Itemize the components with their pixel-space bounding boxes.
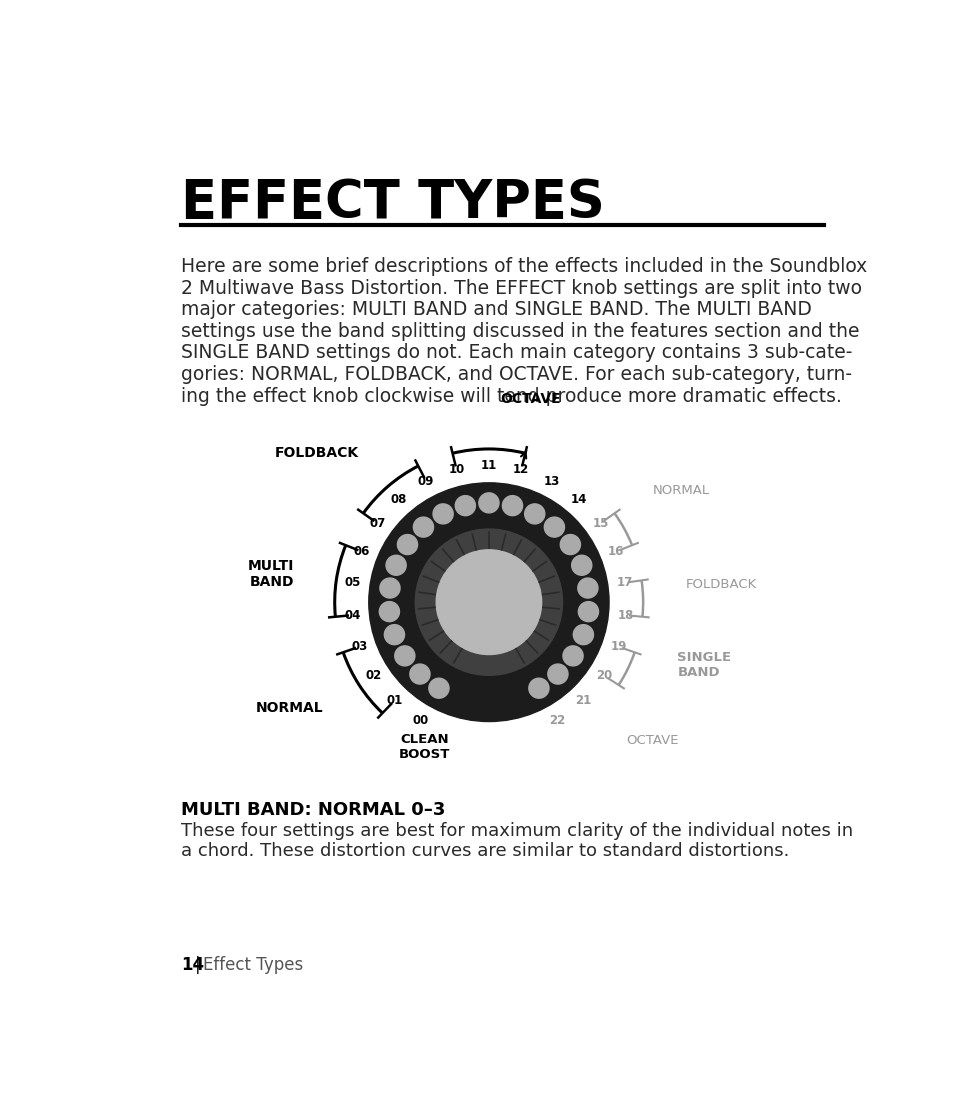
Text: NORMAL: NORMAL xyxy=(255,701,323,715)
Text: ing the effect knob clockwise will tend produce more dramatic effects.: ing the effect knob clockwise will tend … xyxy=(181,386,841,405)
Circle shape xyxy=(410,665,430,684)
Circle shape xyxy=(415,529,562,676)
Text: 2 Multiwave Bass Distortion. The EFFECT knob settings are split into two: 2 Multiwave Bass Distortion. The EFFECT … xyxy=(181,279,862,298)
Text: 15: 15 xyxy=(592,517,608,530)
Text: EFFECT TYPES: EFFECT TYPES xyxy=(181,177,604,230)
Circle shape xyxy=(413,517,433,538)
Circle shape xyxy=(379,602,399,622)
Text: 13: 13 xyxy=(543,475,559,488)
Text: |: | xyxy=(194,956,200,975)
Text: FOLDBACK: FOLDBACK xyxy=(274,446,358,459)
Text: MULTI
BAND: MULTI BAND xyxy=(248,560,294,590)
Circle shape xyxy=(502,496,522,516)
Text: 18: 18 xyxy=(617,608,633,622)
Circle shape xyxy=(571,555,591,575)
Text: MULTI BAND: NORMAL 0–3: MULTI BAND: NORMAL 0–3 xyxy=(181,800,445,819)
Circle shape xyxy=(433,503,453,524)
Text: 03: 03 xyxy=(351,640,367,654)
Circle shape xyxy=(578,602,598,622)
Text: 04: 04 xyxy=(344,608,360,622)
Text: 20: 20 xyxy=(596,669,612,682)
Text: 07: 07 xyxy=(369,517,385,530)
Text: FOLDBACK: FOLDBACK xyxy=(685,577,757,591)
Text: 11: 11 xyxy=(480,459,497,473)
Circle shape xyxy=(524,503,544,524)
Circle shape xyxy=(478,492,498,513)
Text: 14: 14 xyxy=(181,956,204,975)
Circle shape xyxy=(369,482,608,722)
Circle shape xyxy=(455,496,475,516)
Text: 00: 00 xyxy=(412,713,428,726)
Circle shape xyxy=(578,578,598,598)
Text: 12: 12 xyxy=(513,464,529,476)
Text: 17: 17 xyxy=(616,576,632,590)
Text: gories: NORMAL, FOLDBACK, and OCTAVE. For each sub-category, turn-: gories: NORMAL, FOLDBACK, and OCTAVE. Fo… xyxy=(181,365,851,384)
Text: 02: 02 xyxy=(365,669,381,682)
Circle shape xyxy=(386,555,406,575)
Text: major categories: MULTI BAND and SINGLE BAND. The MULTI BAND: major categories: MULTI BAND and SINGLE … xyxy=(181,300,811,319)
Circle shape xyxy=(573,625,593,645)
Circle shape xyxy=(559,534,579,554)
Text: Effect Types: Effect Types xyxy=(203,956,303,975)
Text: SINGLE
BAND: SINGLE BAND xyxy=(677,651,731,679)
Text: OCTAVE: OCTAVE xyxy=(625,734,678,747)
Text: 19: 19 xyxy=(610,640,626,654)
Circle shape xyxy=(562,646,582,666)
Text: 14: 14 xyxy=(570,492,586,506)
Circle shape xyxy=(436,550,541,655)
Text: 05: 05 xyxy=(345,576,361,590)
Text: 06: 06 xyxy=(353,545,370,558)
Circle shape xyxy=(397,534,417,554)
Text: SINGLE BAND settings do not. Each main category contains 3 sub-cate-: SINGLE BAND settings do not. Each main c… xyxy=(181,343,852,362)
Circle shape xyxy=(384,625,404,645)
Text: 08: 08 xyxy=(391,492,407,506)
Text: NORMAL: NORMAL xyxy=(652,485,709,498)
Circle shape xyxy=(395,646,415,666)
Text: CLEAN
BOOST: CLEAN BOOST xyxy=(398,733,450,762)
Text: 01: 01 xyxy=(386,694,402,708)
Circle shape xyxy=(379,578,399,598)
Text: OCTAVE: OCTAVE xyxy=(500,392,560,406)
Text: These four settings are best for maximum clarity of the individual notes in: These four settings are best for maximum… xyxy=(181,822,853,840)
Text: 22: 22 xyxy=(549,713,565,726)
Circle shape xyxy=(544,517,564,538)
Text: 09: 09 xyxy=(417,475,434,488)
Text: 16: 16 xyxy=(607,545,624,558)
Circle shape xyxy=(528,678,548,698)
Text: 21: 21 xyxy=(575,694,591,708)
Text: 10: 10 xyxy=(448,464,464,476)
Text: Here are some brief descriptions of the effects included in the Soundblox: Here are some brief descriptions of the … xyxy=(181,257,866,276)
Text: settings use the band splitting discussed in the features section and the: settings use the band splitting discusse… xyxy=(181,322,859,341)
Text: a chord. These distortion curves are similar to standard distortions.: a chord. These distortion curves are sim… xyxy=(181,842,789,860)
Circle shape xyxy=(429,678,449,698)
Circle shape xyxy=(547,665,567,684)
